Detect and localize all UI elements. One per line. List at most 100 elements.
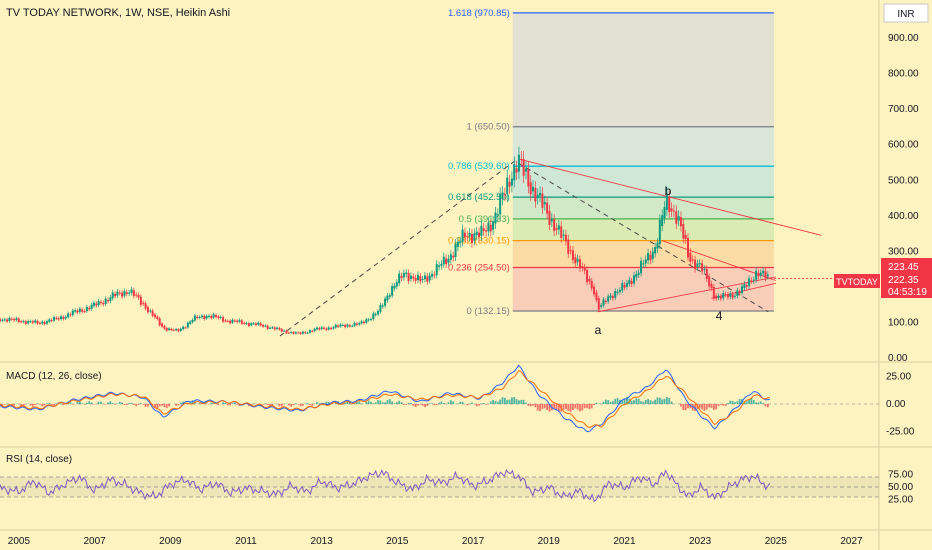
currency-box[interactable]: INR [883, 3, 929, 23]
macd-histogram-bar [633, 400, 635, 404]
candle-body [62, 316, 65, 319]
macd-histogram-bar [609, 401, 612, 404]
macd-histogram-bar [121, 402, 124, 404]
time-tick-label: 2023 [689, 536, 712, 547]
candle-body [635, 274, 638, 278]
candle-body [238, 320, 241, 322]
candle-body [515, 168, 518, 173]
macd-histogram-bar [480, 403, 483, 404]
fibonacci-retracement[interactable]: 1.618 (970.85) 1 (650.50) 0.786 (539.60) 0.… [448, 8, 774, 317]
candle-body [308, 330, 311, 333]
macd-histogram-bar [201, 401, 203, 404]
candle-body [156, 316, 159, 319]
candle-body [226, 320, 229, 322]
candle-body [116, 291, 119, 296]
candle-body [593, 286, 596, 295]
fib-level-label: 0.236 (254.50) [448, 263, 510, 274]
candle-body [705, 268, 708, 279]
candle-body [36, 320, 39, 324]
candle-body [374, 314, 377, 316]
dashed-trend-line[interactable] [279, 159, 517, 337]
candle-body [172, 329, 175, 331]
candle-body [76, 310, 79, 313]
support-line[interactable] [597, 276, 776, 313]
candle-body [726, 294, 729, 298]
candle-body [311, 330, 314, 332]
macd-histogram-bar [736, 401, 739, 404]
candle-body [672, 210, 675, 212]
candle-body [203, 316, 206, 320]
candle-body [207, 315, 210, 317]
candle-body [449, 254, 452, 260]
candle-body [621, 283, 624, 291]
candle-body [548, 210, 551, 226]
rsi-panel[interactable] [0, 469, 879, 502]
candle-body [104, 298, 107, 304]
macd-histogram-bar [682, 404, 685, 410]
candle-body [254, 323, 257, 326]
macd-histogram-bar [642, 401, 645, 404]
macd-histogram-bar [630, 400, 633, 404]
candle-body [581, 266, 584, 268]
candle-body [45, 321, 48, 324]
currency-label: INR [897, 9, 914, 20]
candle-body [137, 295, 140, 298]
candle-body [759, 272, 762, 276]
support-line[interactable] [711, 282, 776, 299]
candle-body [722, 293, 725, 299]
upper-resistance-line[interactable] [518, 158, 822, 236]
fib-zone [512, 197, 774, 219]
macd-panel[interactable] [0, 364, 879, 433]
macd-histogram-bar [447, 402, 450, 404]
macd-histogram-bar [623, 398, 626, 404]
macd-histogram-bar [248, 404, 250, 407]
macd-histogram-bar [62, 404, 65, 406]
macd-histogram-bar [555, 404, 558, 410]
candle-body [661, 215, 664, 227]
candle-body [257, 322, 260, 325]
candle-body [550, 218, 553, 222]
candle-body [245, 323, 248, 325]
candle-body [212, 314, 215, 318]
macd-histogram-bar [142, 404, 145, 405]
candle-body [222, 317, 225, 322]
candlesticks [0, 146, 879, 335]
candle-body [555, 228, 558, 230]
candle-body [553, 219, 556, 232]
macd-histogram-bar [365, 402, 368, 404]
candle-body [280, 329, 283, 332]
candle-body [360, 321, 363, 324]
candle-body [529, 182, 532, 195]
macd-histogram-bar [269, 404, 271, 407]
macd-histogram-bar [22, 404, 25, 407]
macd-histogram-bar [151, 404, 154, 405]
macd-histogram-bar [665, 396, 668, 404]
macd-histogram-bar [602, 401, 605, 404]
candle-body [163, 325, 166, 329]
close-badge-value: 222.35 [888, 275, 919, 286]
candle-body [135, 294, 138, 296]
candle-body [435, 264, 438, 276]
candle-body [332, 327, 335, 329]
macd-histogram-bar [417, 404, 419, 406]
candle-body [442, 256, 445, 265]
candle-body [287, 332, 290, 334]
candle-body [304, 332, 307, 334]
macd-histogram-bar [381, 402, 384, 404]
candle-body [217, 316, 220, 319]
macd-histogram-bar [532, 404, 534, 406]
macd-histogram-bar [489, 401, 492, 404]
candle-body [95, 303, 98, 306]
macd-histogram-bar [604, 399, 607, 404]
fib-level-label: 1 (650.50) [466, 122, 509, 133]
candle-body [733, 295, 736, 297]
candle-body [240, 320, 243, 324]
macd-histogram-bar [583, 404, 586, 409]
macd-histogram-bar [377, 400, 379, 404]
macd-histogram-bar [471, 402, 473, 404]
dashed-trend-line[interactable] [518, 162, 769, 313]
candle-body [546, 202, 549, 214]
macd-histogram-bar [513, 397, 516, 404]
price-badge [881, 258, 932, 298]
